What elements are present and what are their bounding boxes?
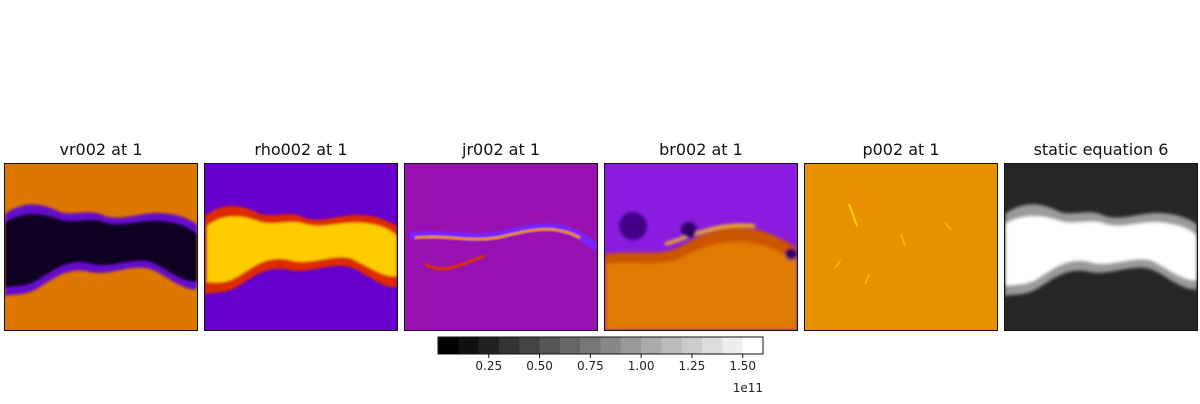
panel-rho002: rho002 at 1 bbox=[204, 139, 398, 332]
panel-title: rho002 at 1 bbox=[254, 140, 348, 159]
colorbar-frame bbox=[437, 336, 764, 355]
colorbar-level bbox=[498, 337, 520, 354]
panel-title: br002 at 1 bbox=[659, 140, 743, 159]
panel-p002: p002 at 1 bbox=[804, 139, 998, 332]
panel-vr002: vr002 at 1 bbox=[4, 139, 198, 332]
colorbar-level bbox=[620, 337, 642, 354]
colorbar-level bbox=[742, 337, 764, 354]
colorbar: 0.25 0.50 0.75 1.00 1.25 1.50 1e11 bbox=[437, 336, 764, 400]
colorbar-tick-label: 1.00 bbox=[628, 359, 655, 373]
panel-title: jr002 at 1 bbox=[462, 140, 540, 159]
heatmap-br002 bbox=[604, 163, 798, 331]
colorbar-level bbox=[661, 337, 683, 354]
colorbar-tick-label: 0.75 bbox=[577, 359, 604, 373]
colorbar-level bbox=[519, 337, 540, 354]
heatmap-jr002 bbox=[404, 163, 598, 331]
colorbar-level bbox=[559, 337, 581, 354]
heatmap-vr002 bbox=[4, 163, 198, 331]
colorbar-offset-label: 1e11 bbox=[733, 381, 763, 395]
colorbar-level bbox=[681, 337, 703, 354]
panel-jr002: jr002 at 1 bbox=[404, 139, 598, 332]
panel-static-equation-6: static equation 6 bbox=[1004, 139, 1198, 332]
panel-title: vr002 at 1 bbox=[59, 140, 143, 159]
colorbar-level bbox=[438, 337, 459, 354]
heatmap-rho002 bbox=[204, 163, 398, 331]
colorbar-level bbox=[539, 337, 561, 354]
colorbar-tick-label: 0.50 bbox=[526, 359, 553, 373]
heatmap-p002 bbox=[804, 163, 998, 331]
colorbar-level bbox=[580, 337, 601, 354]
colorbar-level bbox=[600, 337, 622, 354]
heatmap-static-equation-6 bbox=[1004, 163, 1198, 331]
panel-title: static equation 6 bbox=[1033, 140, 1169, 159]
colorbar-level bbox=[641, 337, 662, 354]
panel-title: p002 at 1 bbox=[862, 140, 940, 159]
colorbar-tick-label: 1.50 bbox=[729, 359, 756, 373]
colorbar-tick-label: 1.25 bbox=[679, 359, 706, 373]
colorbar-tick-label: 0.25 bbox=[475, 359, 502, 373]
colorbar-level bbox=[458, 337, 480, 354]
panel-br002: br002 at 1 bbox=[604, 139, 798, 332]
colorbar-level bbox=[478, 337, 500, 354]
colorbar-level bbox=[722, 337, 744, 354]
colorbar-level bbox=[702, 337, 723, 354]
